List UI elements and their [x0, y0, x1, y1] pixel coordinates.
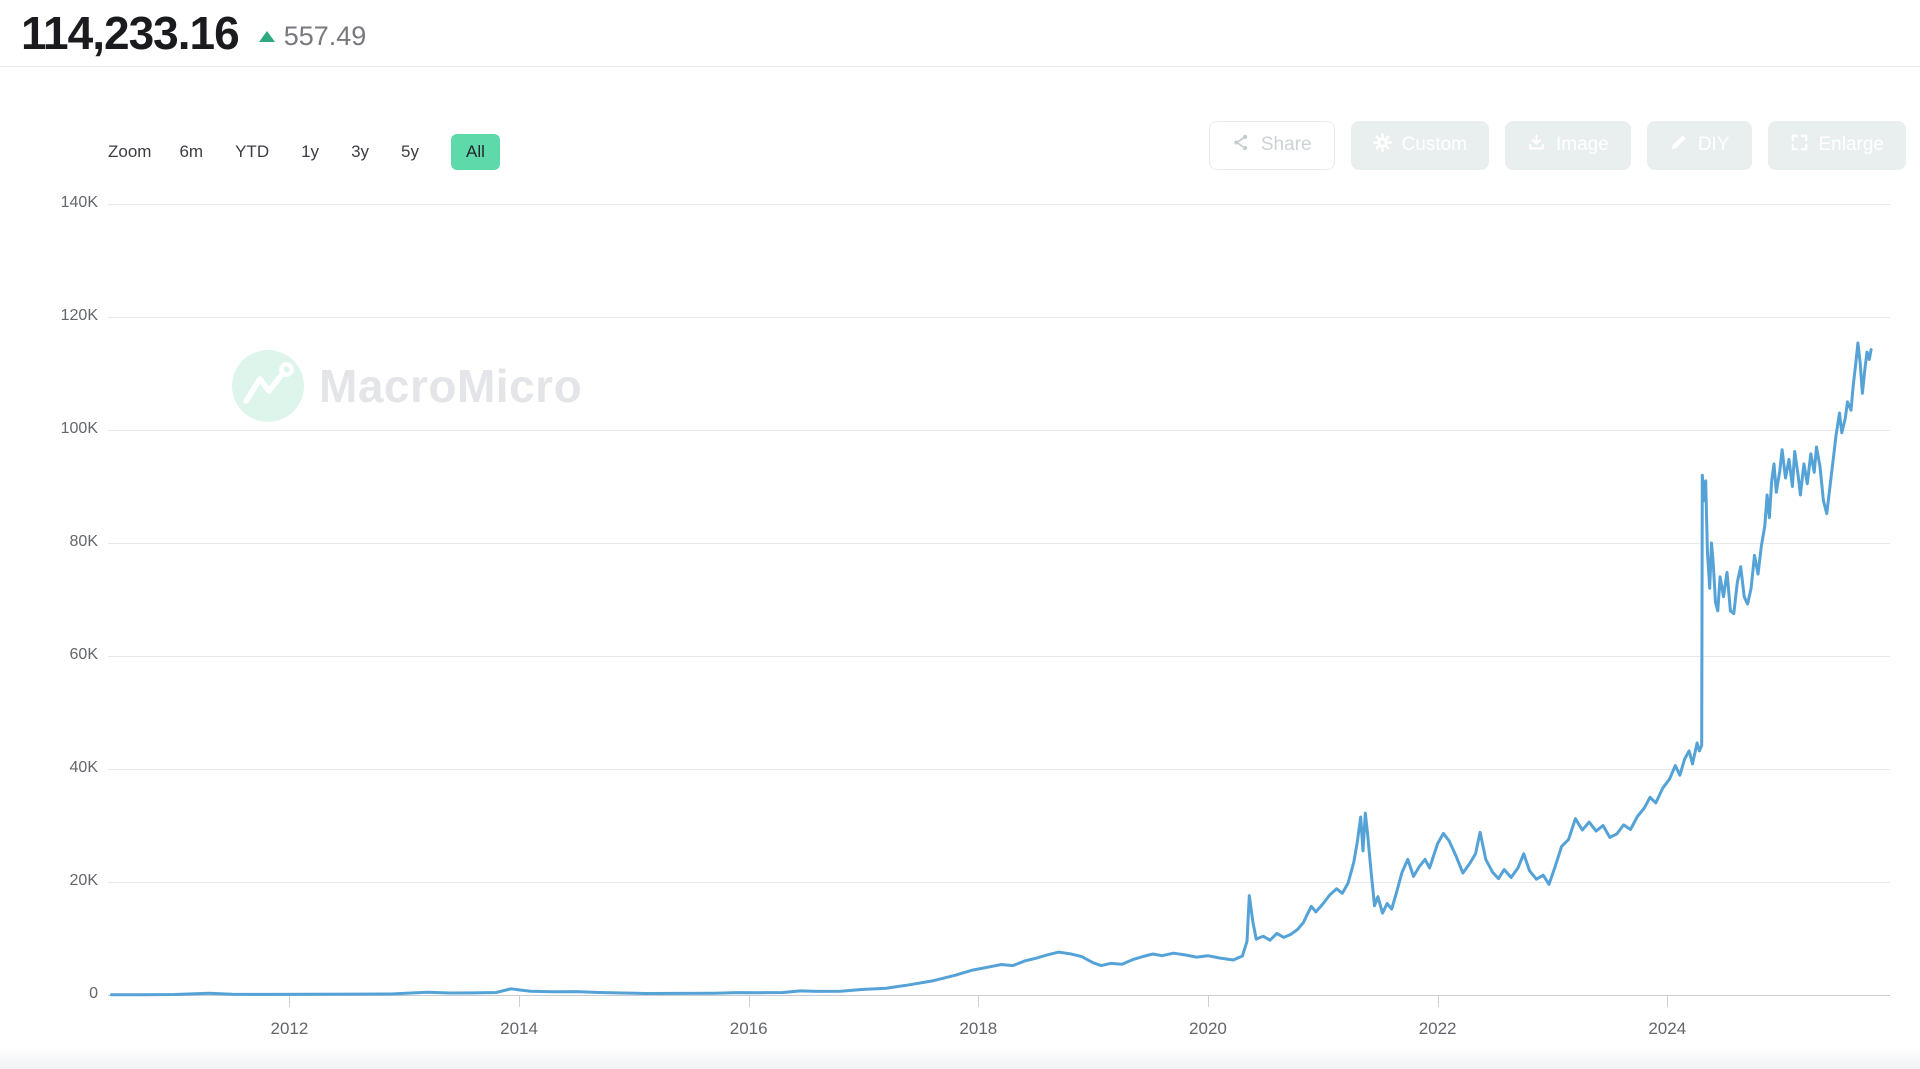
- y-axis-label: 60K: [69, 646, 98, 663]
- grid-line: [108, 655, 1890, 657]
- pencil-icon: [1669, 133, 1688, 158]
- gear-icon: [1372, 132, 1392, 158]
- up-triangle-icon: [258, 30, 275, 42]
- share-icon: [1232, 133, 1251, 158]
- grid-line: [108, 316, 1890, 318]
- y-axis-label: 100K: [60, 420, 98, 437]
- range-5y[interactable]: 5y: [401, 142, 419, 161]
- y-axis-label: 120K: [60, 307, 98, 324]
- expand-icon: [1790, 133, 1809, 158]
- x-axis-tick: [978, 996, 980, 1007]
- action-buttons: Share Custom: [1208, 120, 1906, 170]
- download-icon: [1527, 133, 1546, 158]
- x-axis-tick: [289, 996, 291, 1007]
- price-change-value: 557.49: [283, 20, 367, 51]
- x-axis-label: 2022: [1418, 1019, 1457, 1038]
- grid-line: [108, 768, 1890, 770]
- share-button[interactable]: Share: [1208, 120, 1335, 170]
- image-button[interactable]: Image: [1505, 120, 1631, 170]
- x-axis-label: 2014: [500, 1019, 538, 1038]
- grid-line: [108, 429, 1890, 431]
- x-axis-label: 2020: [1189, 1019, 1227, 1038]
- range-ytd[interactable]: YTD: [235, 142, 270, 161]
- watermark-brand: MacroMicro: [319, 360, 583, 412]
- grid-line: [108, 542, 1890, 544]
- x-axis-tick: [1437, 996, 1439, 1007]
- custom-button[interactable]: Custom: [1350, 120, 1489, 170]
- range-6m[interactable]: 6m: [179, 142, 204, 161]
- grid-line: [108, 881, 1890, 883]
- share-button-label: Share: [1260, 134, 1312, 155]
- diy-button-label: DIY: [1697, 134, 1730, 155]
- zoom-label: Zoom: [108, 142, 152, 161]
- image-button-label: Image: [1556, 134, 1609, 155]
- y-axis-label: 80K: [69, 533, 98, 550]
- enlarge-button-label: Enlarge: [1818, 134, 1885, 155]
- x-axis-label: 2018: [959, 1019, 998, 1038]
- enlarge-button[interactable]: Enlarge: [1767, 120, 1906, 170]
- x-axis-label: 2016: [729, 1019, 768, 1038]
- macromicro-logo-icon: [232, 350, 304, 422]
- x-axis-tick: [1207, 996, 1209, 1007]
- custom-button-label: Custom: [1401, 134, 1467, 155]
- x-axis-tick: [748, 996, 750, 1007]
- range-1y[interactable]: 1y: [301, 142, 320, 161]
- y-axis-label: 0: [89, 985, 98, 1002]
- price-header: 114,233.16 557.49: [0, 0, 1920, 67]
- x-axis-label: 2024: [1648, 1019, 1687, 1038]
- x-axis-label: 2012: [270, 1019, 309, 1038]
- price-value: 114,233.16: [21, 7, 240, 59]
- chart-toolbar: Zoom 6m YTD 1y 3y 5y All Share: [0, 116, 1920, 174]
- range-all[interactable]: All: [451, 134, 500, 170]
- y-axis-label: 40K: [69, 759, 98, 776]
- price-change: 557.49: [258, 20, 367, 52]
- y-axis-label: 20K: [69, 872, 98, 889]
- range-selector: Zoom 6m YTD 1y 3y 5y All: [108, 134, 500, 170]
- grid-line: [108, 203, 1890, 205]
- range-3y[interactable]: 3y: [351, 142, 370, 161]
- diy-button[interactable]: DIY: [1646, 120, 1752, 170]
- y-axis-label: 140K: [60, 194, 98, 211]
- x-axis-tick: [1667, 996, 1669, 1007]
- grid-line: [108, 994, 1890, 996]
- x-axis-tick: [519, 996, 521, 1007]
- watermark: MacroMicro: [232, 350, 582, 422]
- price-line-series: [109, 341, 1873, 997]
- bottom-divider: [0, 1051, 1920, 1069]
